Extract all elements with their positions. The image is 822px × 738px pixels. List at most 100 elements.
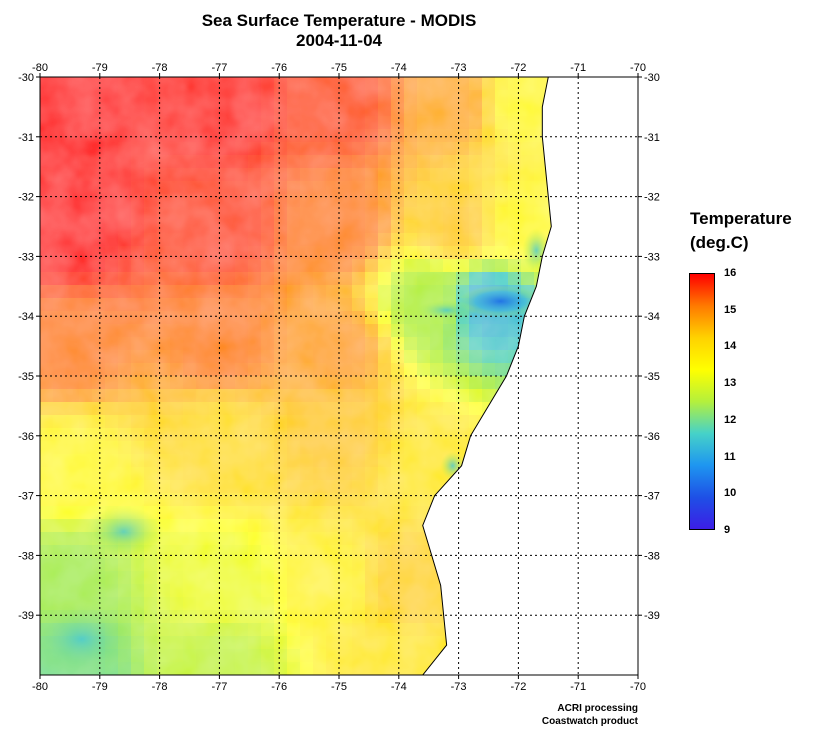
- sst-cell: [469, 272, 483, 286]
- sst-cell: [118, 168, 132, 182]
- sst-cell: [144, 350, 158, 364]
- sst-cell: [274, 402, 288, 416]
- sst-cell: [196, 207, 210, 221]
- sst-cell: [170, 350, 184, 364]
- sst-cell: [326, 623, 340, 637]
- sst-cell: [222, 545, 236, 559]
- sst-cell: [196, 77, 210, 91]
- sst-cell: [365, 467, 379, 481]
- sst-cell: [287, 558, 301, 572]
- sst-cell: [391, 350, 405, 364]
- sst-cell: [326, 584, 340, 598]
- sst-cell: [40, 155, 54, 169]
- sst-cell: [196, 337, 210, 351]
- sst-cell: [209, 324, 223, 338]
- sst-cell: [235, 519, 249, 533]
- sst-cell: [300, 610, 314, 624]
- sst-cell: [326, 116, 340, 130]
- sst-cell: [300, 246, 314, 260]
- sst-cell: [157, 298, 171, 312]
- sst-cell: [261, 259, 275, 273]
- sst-cell: [417, 220, 431, 234]
- sst-cell: [378, 285, 392, 299]
- sst-cell: [66, 532, 80, 546]
- sst-cell: [378, 597, 392, 611]
- sst-cell: [248, 662, 262, 675]
- sst-cell: [183, 142, 197, 156]
- sst-cell: [443, 233, 457, 247]
- sst-cell: [378, 584, 392, 598]
- sst-cell: [196, 220, 210, 234]
- sst-cell: [196, 402, 210, 416]
- sst-cell: [261, 389, 275, 403]
- sst-cell: [417, 103, 431, 117]
- sst-cell: [339, 259, 353, 273]
- sst-cell: [209, 181, 223, 195]
- sst-cell: [352, 168, 366, 182]
- x-tick-label-top: -80: [32, 62, 48, 74]
- sst-cell: [170, 636, 184, 650]
- sst-cell: [196, 441, 210, 455]
- sst-cell: [92, 259, 106, 273]
- sst-cell: [417, 155, 431, 169]
- sst-cell: [313, 103, 327, 117]
- sst-cell: [53, 376, 67, 390]
- sst-cell: [417, 259, 431, 273]
- sst-cell: [235, 337, 249, 351]
- sst-cell: [196, 324, 210, 338]
- sst-cell: [313, 142, 327, 156]
- y-tick-label-left: -32: [18, 192, 34, 204]
- sst-cell: [170, 233, 184, 247]
- sst-cell: [144, 298, 158, 312]
- sst-cell: [131, 454, 145, 468]
- sst-cell: [183, 324, 197, 338]
- sst-cell: [404, 129, 418, 143]
- sst-cell: [287, 610, 301, 624]
- sst-cell: [131, 662, 145, 675]
- sst-cell: [170, 402, 184, 416]
- sst-cell: [300, 285, 314, 299]
- sst-cell: [222, 363, 236, 377]
- sst-cell: [170, 519, 184, 533]
- sst-cell: [365, 142, 379, 156]
- sst-cell: [495, 194, 509, 208]
- sst-cell: [443, 259, 457, 273]
- sst-cell: [352, 207, 366, 221]
- sst-cell: [326, 389, 340, 403]
- sst-cell: [235, 363, 249, 377]
- sst-cell: [196, 597, 210, 611]
- sst-cell: [118, 597, 132, 611]
- sst-cell: [92, 129, 106, 143]
- sst-cell: [508, 168, 522, 182]
- sst-cell: [66, 337, 80, 351]
- sst-cell: [274, 584, 288, 598]
- sst-cell: [313, 402, 327, 416]
- sst-cell: [456, 350, 470, 364]
- sst-cell: [430, 584, 444, 598]
- sst-cell: [105, 142, 119, 156]
- sst-cell: [456, 207, 470, 221]
- sst-cell: [222, 181, 236, 195]
- sst-cell: [404, 428, 418, 442]
- sst-cell: [118, 311, 132, 325]
- sst-cell: [53, 532, 67, 546]
- sst-cell: [300, 532, 314, 546]
- sst-cell: [287, 571, 301, 585]
- sst-cell: [183, 259, 197, 273]
- sst-cell: [235, 649, 249, 663]
- sst-cell: [313, 90, 327, 104]
- sst-cell: [300, 584, 314, 598]
- sst-cell: [92, 571, 106, 585]
- sst-cell: [391, 532, 405, 546]
- sst-cell: [352, 324, 366, 338]
- sst-cell: [339, 597, 353, 611]
- sst-cell: [183, 246, 197, 260]
- sst-cell: [417, 597, 431, 611]
- sst-cell: [300, 480, 314, 494]
- sst-cell: [274, 142, 288, 156]
- sst-cell: [235, 402, 249, 416]
- sst-cell: [157, 506, 171, 520]
- sst-cell: [261, 623, 275, 637]
- sst-cell: [287, 272, 301, 286]
- sst-cell: [248, 155, 262, 169]
